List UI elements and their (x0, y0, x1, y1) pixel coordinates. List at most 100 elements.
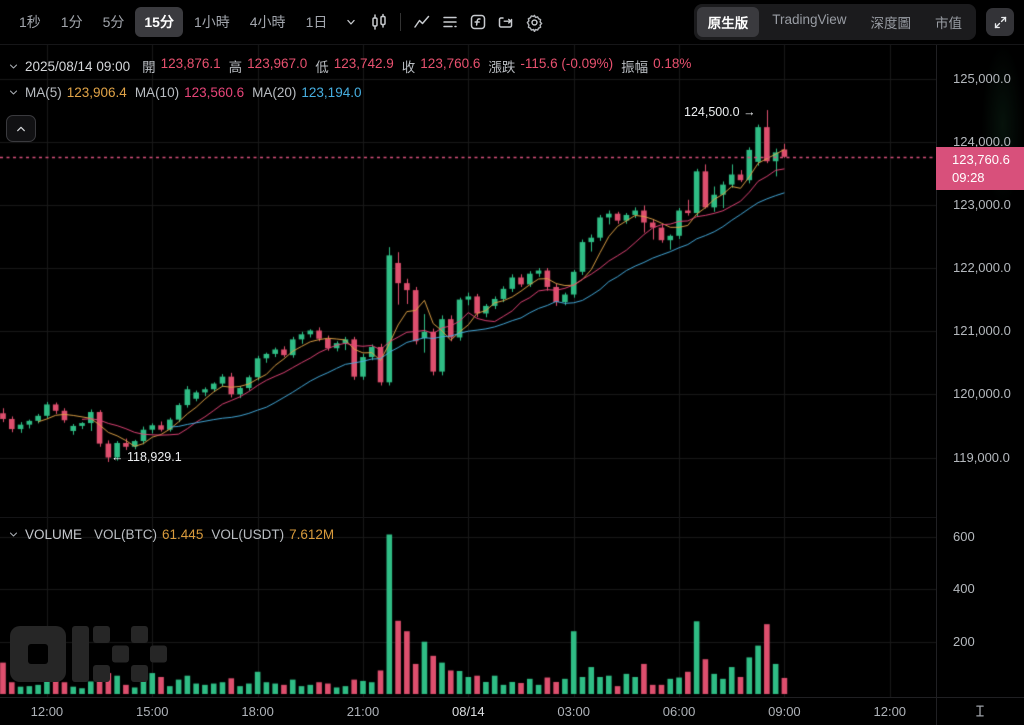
price-axis-tick: 120,000.0 (953, 386, 1011, 402)
price-axis-divider (936, 45, 937, 725)
chart-toolbar: 1秒 1分 5分 15分 1小時 4小時 1日 原生版 TradingView 深度圖 市值 (0, 0, 1024, 45)
ma-item-value: 123,194.0 (301, 85, 362, 100)
ohlc-field: 高 123,967.0 (229, 56, 308, 76)
time-axis-tick: 18:00 (241, 704, 274, 719)
volume-field-value: 61.445 (162, 527, 204, 542)
ohlc-field-label: 高 (228, 60, 243, 75)
toolbar-right: 原生版 TradingView 深度圖 市值 (693, 4, 1014, 40)
price-axis-tick: 125,000.0 (953, 70, 1011, 86)
ohlc-field-value: -115.6 (-0.09%) (520, 56, 614, 71)
ma-item-label: MA(20) (252, 85, 297, 100)
ma-item-label: MA(10) (134, 85, 180, 100)
timeframe-button-1分[interactable]: 1分 (60, 14, 83, 30)
price-axis-tick: 123,000.0 (953, 196, 1011, 212)
volume-fields: VOL(BTC) 61.445 VOL(USDT) 7.612M (94, 527, 342, 542)
ohlc-field-label: 開 (142, 60, 156, 75)
volume-field: VOL(USDT) 7.612M (211, 527, 334, 542)
ohlc-field: 漲跌 -115.6 (-0.09%) (488, 56, 613, 76)
current-price-value: 123,760.6 (952, 152, 1010, 167)
price-axis-tick: 122,000.0 (953, 260, 1011, 275)
volume-axis-tick: 400 (953, 581, 975, 597)
chart-mode-tab-市值[interactable]: 市值 (935, 16, 962, 31)
timeframe-button-4小時[interactable]: 4小時 (249, 14, 286, 30)
candlestick-chart-canvas[interactable] (0, 45, 936, 697)
ohlc-field-value: 123,967.0 (247, 56, 308, 71)
price-axis-tick: 124,000.0 (953, 133, 1011, 149)
volume-field: VOL(BTC) 61.445 (94, 527, 203, 542)
ohlc-field-value: 123,760.6 (420, 56, 481, 71)
current-price-label: 123,760.6 09:28 (936, 147, 1024, 190)
ma-item-label: MA(5) (25, 85, 62, 100)
price-axis-tick: 121,000.0 (953, 323, 1011, 339)
chart-mode-tab-原生版[interactable]: 原生版 (696, 7, 760, 37)
ohlc-field-value: 0.18% (653, 56, 692, 71)
volume-axis-tick: 200 (953, 633, 975, 649)
time-axis-tick: 08/14 (452, 704, 485, 719)
ohlc-field: 開 123,876.1 (142, 56, 221, 76)
ohlc-field-value: 123,742.9 (333, 56, 394, 71)
ma-collapse-chevron-icon[interactable] (8, 87, 19, 98)
range-low-annotation: ← 118,929.1 (111, 450, 182, 464)
time-axis-tick: 03:00 (557, 704, 590, 719)
ohlc-field: 低 123,742.9 (315, 56, 394, 76)
time-axis-tick: 09:00 (768, 704, 801, 719)
toolbar-divider (400, 13, 402, 31)
ma-legend-bar: MA(5) 123,906.4 MA(10) 123,560.6 MA(20) 123,1… (8, 85, 369, 100)
chart-mode-tab-深度圖[interactable]: 深度圖 (870, 16, 912, 31)
export-chart-icon[interactable] (493, 9, 519, 35)
volume-title: VOLUME (25, 527, 83, 542)
ma-item-value: 123,560.6 (184, 85, 245, 100)
timeframe-button-1小時[interactable]: 1小時 (193, 14, 230, 30)
timeframe-button-1秒[interactable]: 1秒 (19, 14, 41, 30)
ma-item: MA(10) 123,560.6 (135, 85, 244, 100)
volume-header: VOLUME VOL(BTC) 61.445 VOL(USDT) 7.612M (8, 527, 342, 542)
ohlc-field-label: 低 (315, 60, 329, 75)
timeframe-button-15分[interactable]: 15分 (135, 7, 183, 37)
ma-item: MA(20) 123,194.0 (252, 85, 361, 100)
ohlc-field-label: 漲跌 (488, 60, 516, 75)
range-high-annotation: 124,500.0 → (684, 105, 756, 119)
ma-item-value: 123,906.4 (66, 85, 127, 100)
ohlc-field: 收 123,760.6 (402, 56, 481, 76)
timeframe-dropdown-chevron-icon[interactable] (338, 9, 364, 35)
ohlc-field-value: 123,876.1 (160, 56, 221, 71)
ohlc-field-label: 收 (401, 60, 416, 75)
timeframe-button-1日[interactable]: 1日 (305, 14, 328, 30)
pane-divider (0, 517, 936, 518)
chart-settings-list-icon[interactable] (437, 9, 463, 35)
chart-mode-tab-TradingView[interactable]: TradingView (772, 12, 847, 27)
settings-gear-icon[interactable] (521, 9, 547, 35)
price-axis-tick: 119,000.0 (953, 449, 1010, 465)
time-axis-tick: 12:00 (30, 704, 64, 719)
ma-item: MA(5) 123,906.4 (25, 85, 127, 100)
ohlc-field-label: 振幅 (621, 60, 649, 75)
ohlc-info-bar: 2025/08/14 09:00 開 123,876.1 高 123,967.0 低 12… (8, 56, 699, 76)
fullscreen-button[interactable] (986, 8, 1014, 36)
candle-style-icon[interactable] (366, 9, 392, 35)
volume-field-value: 7.612M (289, 527, 335, 542)
info-collapse-chevron-icon[interactable] (8, 61, 19, 72)
candle-datetime: 2025/08/14 09:00 (25, 58, 131, 74)
ohlc-field: 振幅 0.18% (621, 56, 691, 76)
time-axis-tick: 12:00 (873, 704, 907, 719)
time-axis-tick: 21:00 (346, 704, 380, 719)
okx-watermark (10, 626, 167, 682)
volume-collapse-chevron-icon[interactable] (8, 529, 19, 540)
current-price-time: 09:28 (952, 170, 985, 185)
indicators-icon[interactable] (409, 9, 435, 35)
volume-axis-tick: 600 (953, 529, 975, 545)
timeframe-button-5分[interactable]: 5分 (102, 14, 125, 30)
volume-field-label: VOL(BTC) (94, 527, 158, 542)
fullscreen-icon (994, 16, 1006, 28)
ma-fields: MA(5) 123,906.4 MA(10) 123,560.6 MA(20) 123,1… (25, 85, 369, 100)
time-axis-tick: 15:00 (135, 704, 169, 719)
time-axis-settings-icon[interactable] (972, 703, 988, 724)
chevron-up-icon (17, 126, 25, 131)
pane-collapse-button[interactable] (6, 115, 36, 142)
volume-field-label: VOL(USDT) (211, 527, 285, 542)
ohlc-fields: 開 123,876.1 高 123,967.0 低 123,742.9 收 123,760.6… (142, 56, 699, 76)
time-axis-tick: 06:00 (662, 704, 696, 719)
chart-mode-tabs: 原生版 TradingView 深度圖 市值 (693, 4, 976, 40)
formula-fx-icon[interactable] (465, 9, 491, 35)
